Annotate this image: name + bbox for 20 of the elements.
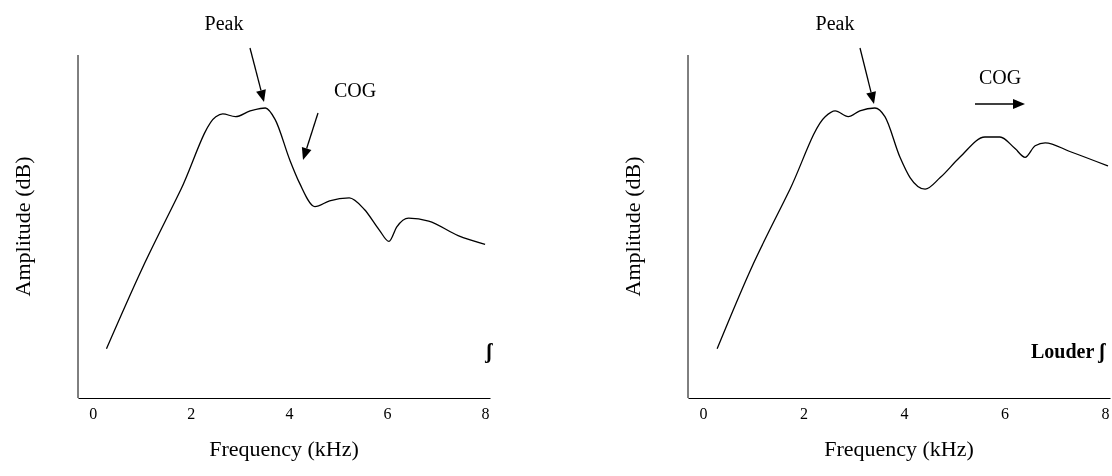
x-tick-label: 6 <box>1001 405 1009 423</box>
x-tick-label: 6 <box>383 405 392 423</box>
x-tick-label: 2 <box>187 405 196 423</box>
annotation: ʃ <box>483 340 493 363</box>
y-axis-title: Amplitude (dB) <box>10 156 35 297</box>
text: COG <box>978 66 1022 88</box>
x-tick-label: 8 <box>481 405 490 423</box>
x-tick-label: 0 <box>699 405 708 423</box>
text: COG <box>333 79 377 101</box>
x-tick-label: 4 <box>285 405 294 423</box>
text: Peak <box>815 12 855 34</box>
x-tick-label: 2 <box>800 405 809 423</box>
x-tick-label: 4 <box>900 405 909 423</box>
annotation: Louder ʃ <box>1030 340 1106 363</box>
x-axis-title: Frequency (kHz) <box>824 436 974 461</box>
x-tick-label: 0 <box>89 405 98 423</box>
text: Peak <box>204 12 244 34</box>
x-tick-label: 8 <box>1101 405 1110 423</box>
x-axis-title: Frequency (kHz) <box>209 436 359 461</box>
y-axis-title: Amplitude (dB) <box>620 156 645 297</box>
